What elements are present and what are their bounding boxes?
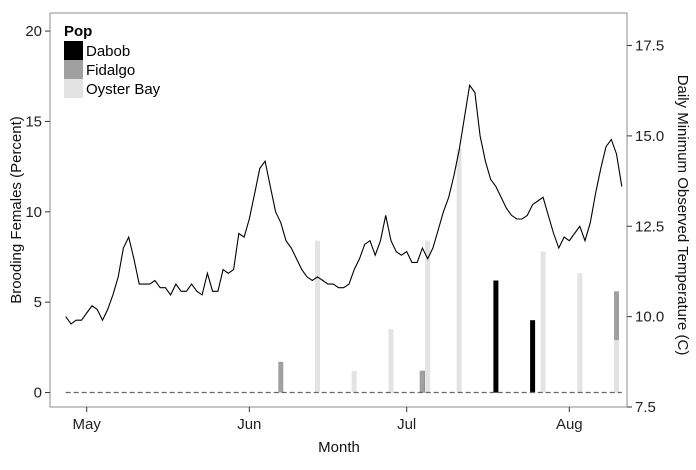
y-tick-label-0: 0 [34,385,42,402]
x-tick-label-aug: Aug [556,416,583,433]
y2-tick-label-7.5: 7.5 [635,399,656,416]
bar-oyster-bay-2017-06-14 [315,240,320,393]
temperature-line [65,83,623,325]
axis-ticks: 0 5 10 15 20 7.5 10.0 12.5 15.0 17.5 May Jun Jul Aug [25,23,664,433]
x-tick-label-may: May [73,416,102,433]
bar-fidalgo-2017-07-04 [419,370,425,393]
y2-tick-label-12.5: 12.5 [635,218,664,235]
y-axis-title: Brooding Females (Percent) [8,116,25,304]
bar-oyster-bay-2017-08-10 [614,340,619,393]
bar-fidalgo-2017-06-07 [278,361,284,393]
y-tick-label-20: 20 [25,23,42,40]
bar-dabob-2017-07-18 [493,280,499,393]
legend-title: Pop [64,23,92,40]
legend: Pop Dabob Fidalgo Oyster Bay [64,23,161,98]
bar-oyster-bay-2017-07-05 [425,240,431,393]
bar-oyster-bay-2017-06-28 [388,329,394,393]
y2-axis-title: Daily Minimum Observed Temperature (C) [674,75,691,356]
legend-label-dabob: Dabob [86,43,130,60]
bar-oyster-bay-2017-08-03 [577,273,583,393]
y-tick-label-15: 15 [25,113,42,130]
x-axis-title: Month [318,439,360,456]
plot-panel [49,12,628,408]
legend-key-dabob [64,41,83,60]
y2-tick-label-17.5: 17.5 [635,38,664,55]
x-tick-label-jun: Jun [237,416,261,433]
legend-label-fidalgo: Fidalgo [86,62,135,79]
bar-oyster-bay-2017-07-27 [540,251,546,393]
legend-key-fidalgo [64,60,83,79]
x-tick-label-jul: Jul [397,416,416,433]
y2-tick-label-10: 10.0 [635,309,664,326]
legend-key-oyster-bay [64,79,83,98]
bar-oyster-bay-2017-07-11 [456,148,462,393]
y-tick-label-10: 10 [25,204,42,221]
bar-dabob-2017-07-25 [530,320,536,393]
y-tick-label-5: 5 [34,294,42,311]
bars-layer [278,148,619,393]
bar-oyster-bay-2017-06-21 [351,370,357,393]
y2-tick-label-15: 15.0 [635,128,664,145]
legend-label-oyster-bay: Oyster Bay [86,81,161,98]
